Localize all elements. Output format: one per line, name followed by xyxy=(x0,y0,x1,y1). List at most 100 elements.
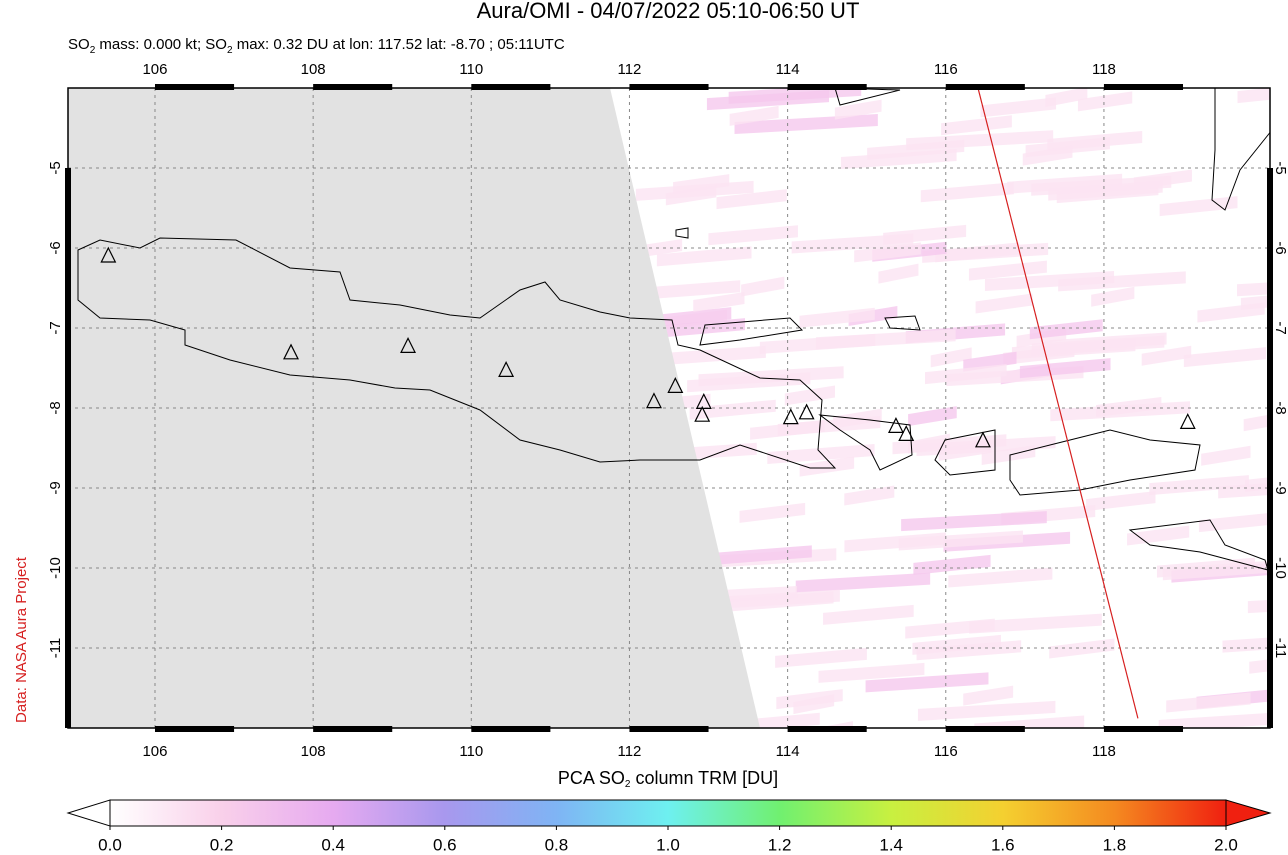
swath-pixel xyxy=(844,485,895,506)
swath-pixel xyxy=(920,182,1014,203)
border-segment xyxy=(945,726,1025,732)
subscript: 2 xyxy=(625,779,631,790)
x-tick-label: 112 xyxy=(617,61,641,78)
x-tick-label: 112 xyxy=(617,743,641,760)
x-tick-label: 116 xyxy=(934,61,958,78)
orbit-line xyxy=(977,88,1139,719)
swath-pixel xyxy=(975,293,1033,314)
border-segment xyxy=(65,408,71,488)
border-segment xyxy=(65,168,71,248)
border-segment xyxy=(629,726,709,732)
swath-pixel xyxy=(922,242,1049,263)
swath-pixel xyxy=(656,246,752,267)
colorbar-tick-label: 0.2 xyxy=(210,835,234,854)
volcano xyxy=(887,417,904,433)
volcano xyxy=(1179,413,1196,429)
map-axes: 106 106 108 108 110 110 112 112 114 114 116 116 118 1… xyxy=(47,61,1288,760)
y-tick-label: -6 xyxy=(47,241,64,254)
border-segment xyxy=(1267,568,1273,648)
swath-pixel xyxy=(908,406,957,427)
text-part: column TRM [DU] xyxy=(630,768,778,788)
x-tick-label: 114 xyxy=(776,61,800,78)
swath-pixel xyxy=(916,436,1056,457)
coastlines xyxy=(77,88,1270,571)
swath-pixel xyxy=(912,634,1001,655)
swath-pixel xyxy=(729,105,779,126)
swath-pixel xyxy=(1159,196,1238,217)
swath-pixel xyxy=(1141,345,1192,366)
swath-pixel xyxy=(1031,335,1165,356)
border-segment xyxy=(471,726,551,732)
swath-pixel xyxy=(687,372,811,393)
swath-pixel xyxy=(1201,445,1251,466)
border-segment xyxy=(629,84,709,90)
border-segment xyxy=(313,726,393,732)
border-segment xyxy=(1103,84,1184,90)
swath-pixel xyxy=(815,329,956,350)
swath-pixel xyxy=(974,715,1085,728)
swath-pixel xyxy=(734,114,878,135)
border-segment xyxy=(65,248,71,328)
y-tick-label: -10 xyxy=(1272,557,1288,579)
x-tick-label: 106 xyxy=(142,743,167,760)
swath-pixel xyxy=(901,511,1047,532)
border-segment xyxy=(1267,168,1273,248)
swath-pixel xyxy=(791,233,914,254)
swath-pixel xyxy=(908,433,950,454)
y-tick-label: -10 xyxy=(47,557,64,579)
y-tick-label: -11 xyxy=(1272,638,1288,659)
swath-pixel xyxy=(913,554,991,575)
swath-pixel xyxy=(1162,560,1270,581)
swath-pixel xyxy=(707,545,812,566)
subscript: 2 xyxy=(227,45,233,56)
volcano xyxy=(695,393,712,409)
swath-pixel xyxy=(878,263,919,284)
colorbar-tick-label: 1.8 xyxy=(1103,835,1127,854)
swath-pixel xyxy=(980,97,1057,118)
swath-pixel xyxy=(1197,302,1265,323)
swath-pixel xyxy=(784,385,835,406)
swath-pixel xyxy=(1249,659,1270,674)
volcano xyxy=(400,337,417,353)
swath-pixel xyxy=(1243,414,1270,432)
volcano xyxy=(974,431,991,448)
swath-pixel xyxy=(1237,88,1270,104)
border-segment xyxy=(1267,408,1273,488)
swath-pixel xyxy=(650,345,766,366)
swath-pixel xyxy=(1029,319,1103,340)
border-segment xyxy=(787,84,867,90)
x-tick-label: 108 xyxy=(301,61,326,78)
x-tick-label: 106 xyxy=(142,61,167,78)
x-tick-label: 118 xyxy=(1092,61,1116,78)
subtitle: SO2 mass: 0.000 kt; SO2 max: 0.32 DU at … xyxy=(68,36,565,56)
swath-pixel xyxy=(1045,88,1088,107)
swath-pixel xyxy=(1086,491,1156,512)
y-tick-label: -5 xyxy=(47,161,64,174)
swath-pixel xyxy=(930,347,972,368)
colorbar: 0.0 0.2 0.4 0.6 0.8 1.0 1.2 1.4 1.6 1.8 2.0 xyxy=(66,799,1272,854)
border-segment xyxy=(1267,648,1273,728)
swath-pixel xyxy=(799,307,875,328)
swath-pixel xyxy=(795,572,931,593)
volcanoes xyxy=(100,246,1196,448)
swath-pixel xyxy=(963,351,1017,372)
border-segment xyxy=(65,648,71,728)
volcano xyxy=(646,392,662,409)
swath-pixel xyxy=(1091,286,1135,307)
x-tick-label: 110 xyxy=(459,743,483,760)
swath-pixel xyxy=(1158,712,1270,728)
swath-pixel xyxy=(844,532,946,553)
grid xyxy=(68,88,1270,728)
border-segment xyxy=(65,568,71,648)
swath-pixel xyxy=(632,280,741,301)
y-tick-label: -9 xyxy=(47,481,64,494)
border-segment xyxy=(1267,488,1273,568)
swath-pixel xyxy=(730,591,834,612)
colorbar-tick-label: 1.4 xyxy=(879,835,903,854)
x-tick-label: 116 xyxy=(934,743,958,760)
swath-pixel xyxy=(776,689,843,710)
volcano xyxy=(782,408,799,425)
border-segment xyxy=(945,84,1025,90)
border-segment xyxy=(1267,328,1273,408)
